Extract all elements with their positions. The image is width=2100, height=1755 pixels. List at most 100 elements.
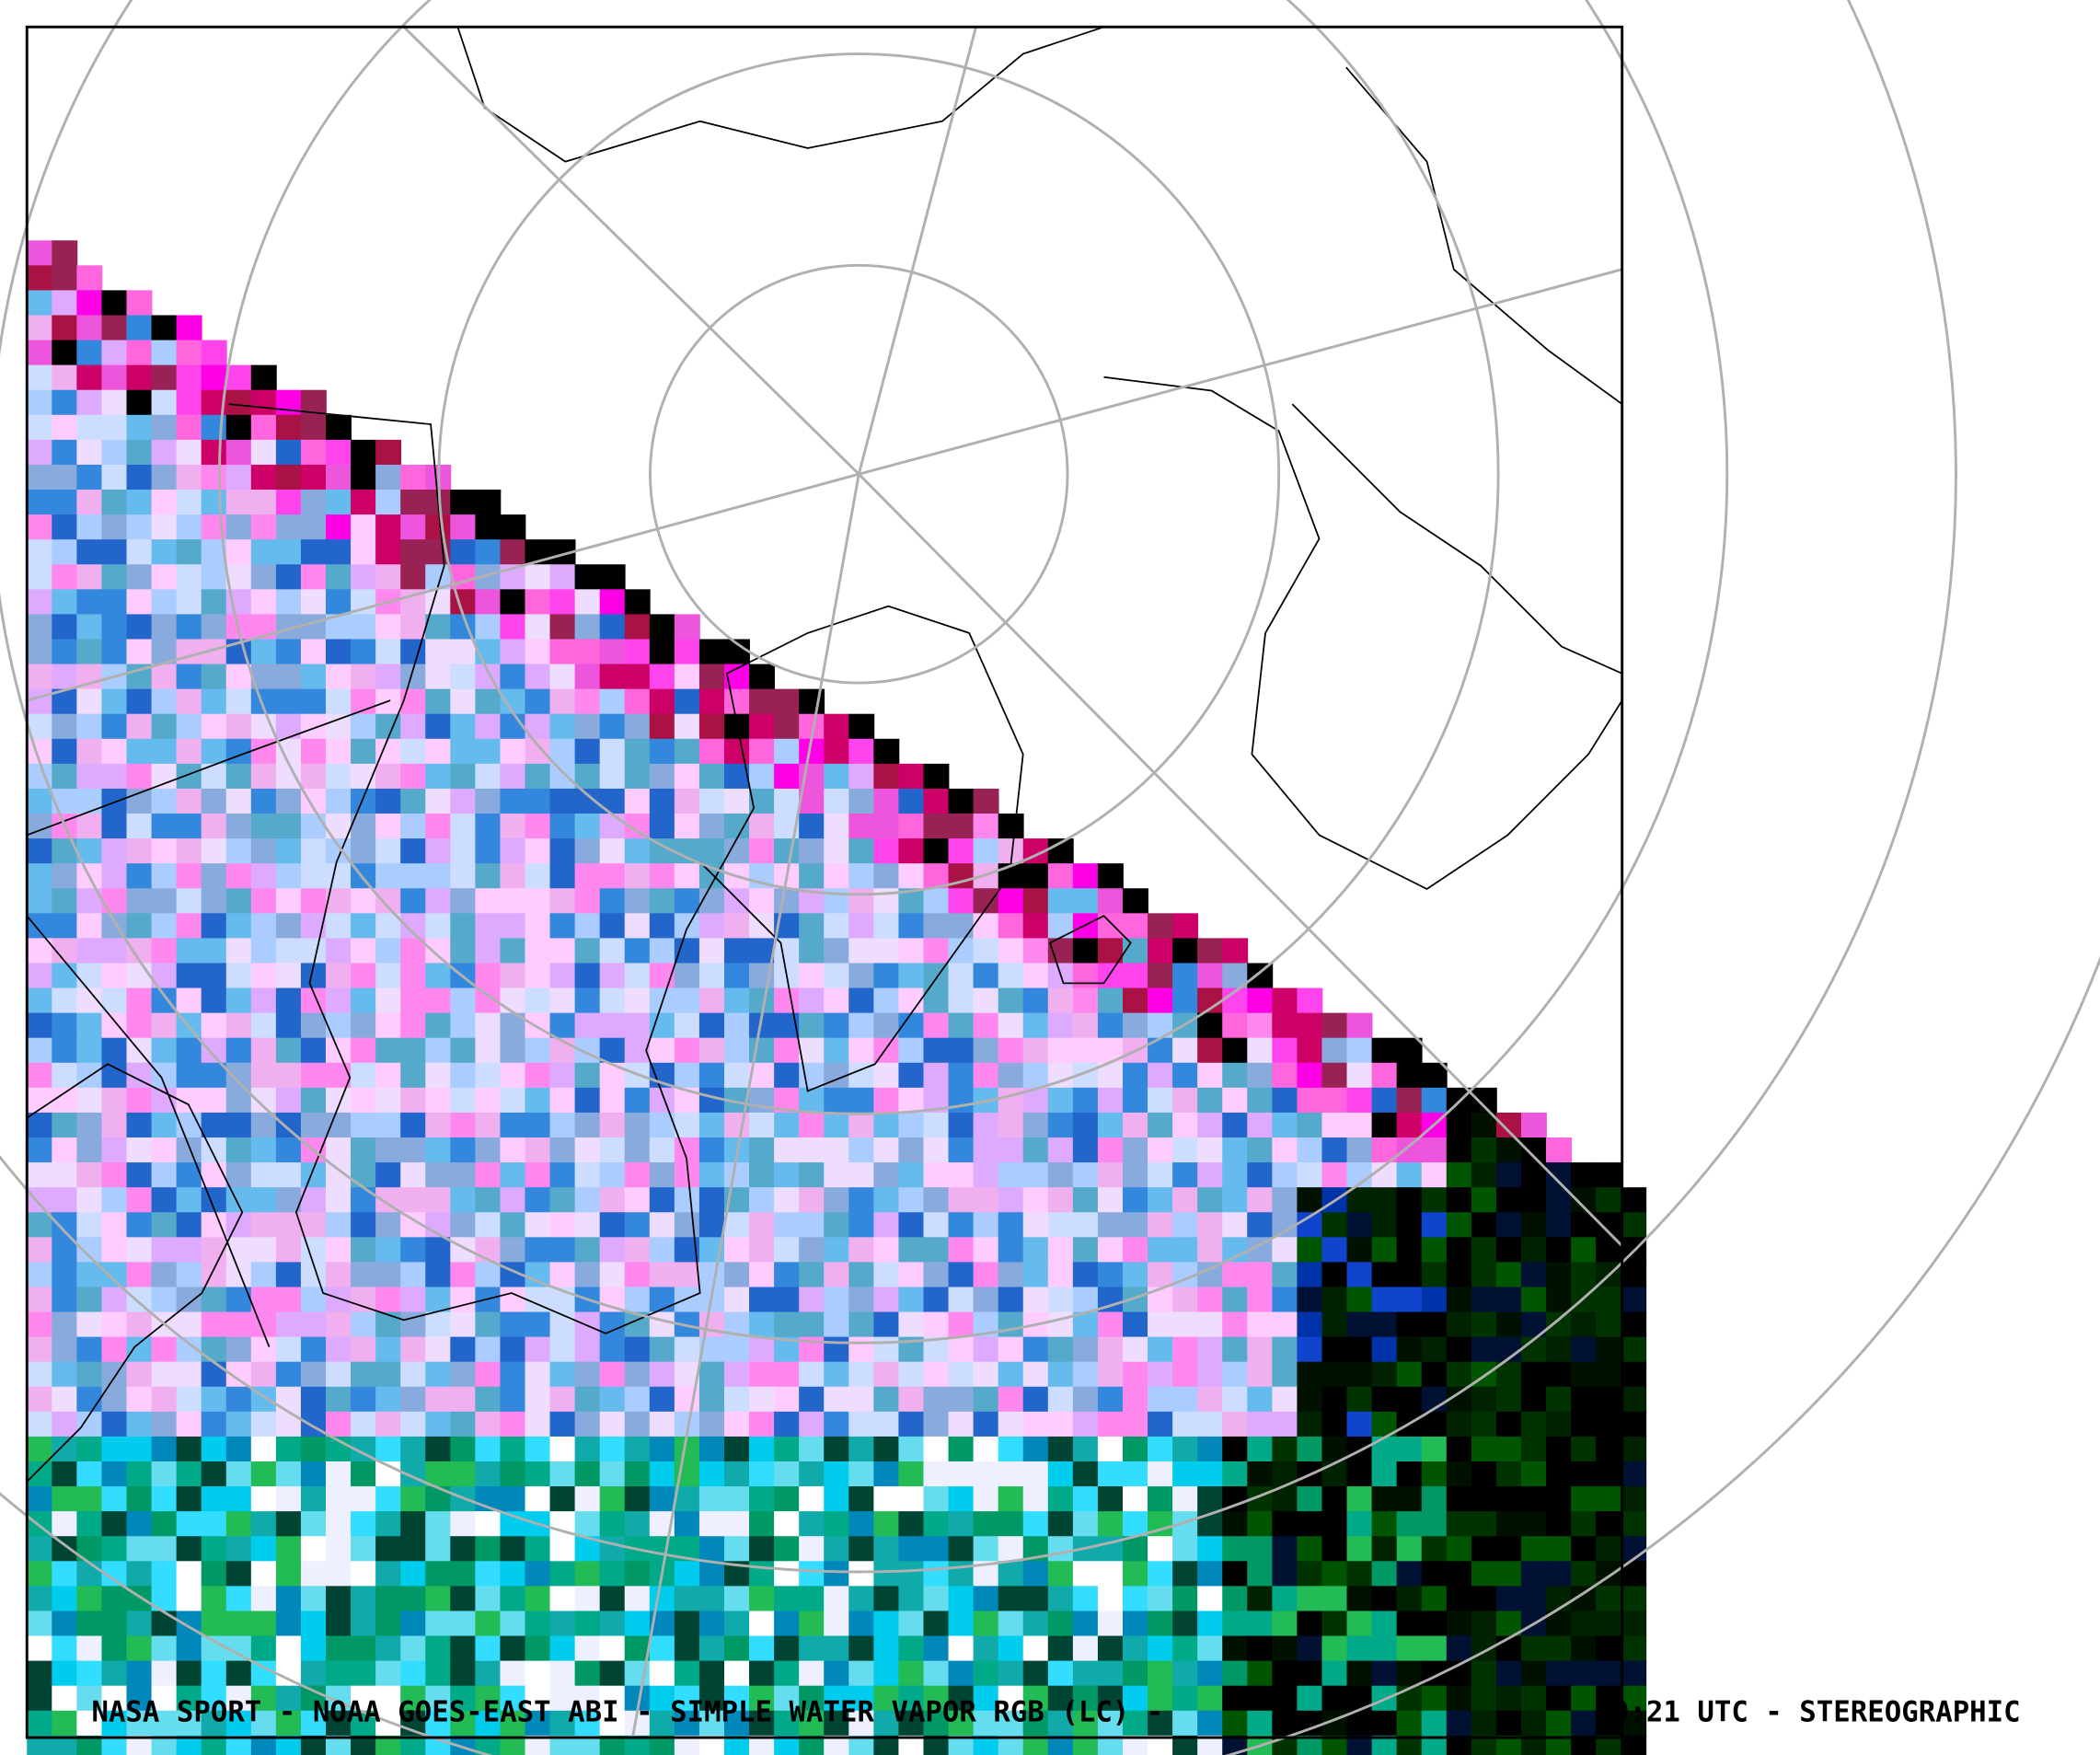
pixel	[275, 1062, 302, 1089]
pixel	[1022, 1012, 1049, 1039]
pixel	[1097, 1586, 1124, 1612]
pixel	[450, 788, 477, 814]
pixel	[325, 863, 352, 890]
pixel	[1072, 1660, 1099, 1687]
pixel	[774, 1361, 801, 1388]
pixel	[225, 1062, 252, 1089]
pixel	[1495, 1685, 1522, 1712]
pixel	[425, 688, 452, 715]
pixel	[1197, 1685, 1224, 1712]
pixel	[574, 1361, 601, 1388]
pixel	[723, 1586, 750, 1612]
pixel	[176, 564, 202, 591]
pixel	[27, 1436, 53, 1462]
pixel	[799, 1685, 825, 1712]
pixel	[27, 364, 53, 391]
pixel	[300, 1112, 327, 1138]
pixel	[973, 1361, 999, 1388]
pixel	[250, 514, 277, 541]
pixel	[723, 788, 750, 814]
pixel	[574, 1162, 601, 1189]
pixel	[998, 1037, 1024, 1064]
pixel	[624, 963, 651, 989]
pixel	[325, 1461, 352, 1487]
pixel	[325, 539, 352, 566]
pixel	[1297, 1361, 1323, 1388]
pixel	[1197, 1611, 1224, 1637]
pixel	[1621, 1386, 1647, 1413]
pixel	[1097, 1685, 1124, 1712]
pixel	[325, 1586, 352, 1612]
pixel	[1396, 1486, 1423, 1513]
pixel	[275, 814, 302, 839]
pixel	[250, 938, 277, 964]
pixel	[375, 1586, 402, 1612]
pixel	[225, 1536, 252, 1563]
pixel	[873, 1660, 900, 1687]
pixel	[1197, 1561, 1224, 1588]
pixel	[1371, 1361, 1398, 1388]
pixel	[599, 788, 626, 814]
pixel	[774, 1237, 801, 1264]
pixel	[225, 464, 252, 491]
pixel	[549, 788, 576, 814]
pixel	[76, 738, 103, 765]
pixel	[549, 1536, 576, 1563]
pixel	[176, 938, 202, 964]
pixel	[549, 1112, 576, 1138]
pixel	[549, 838, 576, 865]
pixel	[525, 863, 551, 890]
pixel	[52, 290, 78, 317]
pixel	[1520, 1486, 1547, 1513]
pixel	[151, 364, 178, 391]
pixel	[425, 1536, 452, 1563]
pixel	[1072, 1012, 1099, 1039]
pixel	[1520, 1187, 1547, 1214]
pixel	[973, 938, 999, 964]
pixel	[351, 1137, 376, 1163]
pixel	[1495, 1237, 1522, 1264]
pixel	[325, 1486, 352, 1513]
pixel	[351, 464, 376, 491]
pixel	[624, 1112, 651, 1138]
pixel	[649, 888, 675, 915]
pixel	[76, 464, 103, 491]
pixel	[848, 1386, 875, 1413]
pixel	[1148, 1635, 1173, 1662]
pixel	[375, 664, 402, 690]
pixel	[1346, 1486, 1373, 1513]
pixel	[1297, 1436, 1323, 1462]
pixel	[873, 1635, 900, 1662]
pixel	[1222, 1187, 1249, 1214]
pixel	[201, 1411, 227, 1437]
pixel	[126, 738, 153, 765]
pixel	[824, 1411, 850, 1437]
pixel	[848, 1461, 875, 1487]
pixel	[52, 1311, 78, 1338]
pixel	[1396, 1536, 1423, 1563]
pixel	[450, 639, 477, 665]
pixel	[1596, 1436, 1622, 1462]
pixel	[774, 1486, 801, 1513]
pixel	[948, 1187, 975, 1214]
pixel	[1047, 1087, 1074, 1114]
pixel	[52, 1411, 78, 1437]
pixel	[1222, 1561, 1249, 1588]
pixel	[973, 1212, 999, 1239]
pixel	[225, 1212, 252, 1239]
pixel	[400, 1287, 427, 1313]
pixel	[774, 1386, 801, 1413]
pixel	[225, 1311, 252, 1338]
pixel	[948, 1611, 975, 1637]
pixel	[1520, 1262, 1547, 1288]
pixel	[1247, 1561, 1274, 1588]
pixel	[1596, 1187, 1622, 1214]
pixel	[723, 1436, 750, 1462]
pixel	[176, 713, 202, 740]
pixel	[400, 1336, 427, 1363]
pixel	[1272, 1037, 1298, 1064]
pixel	[749, 713, 775, 740]
pixel	[649, 938, 675, 964]
pixel	[300, 1635, 327, 1662]
pixel	[948, 1112, 975, 1138]
